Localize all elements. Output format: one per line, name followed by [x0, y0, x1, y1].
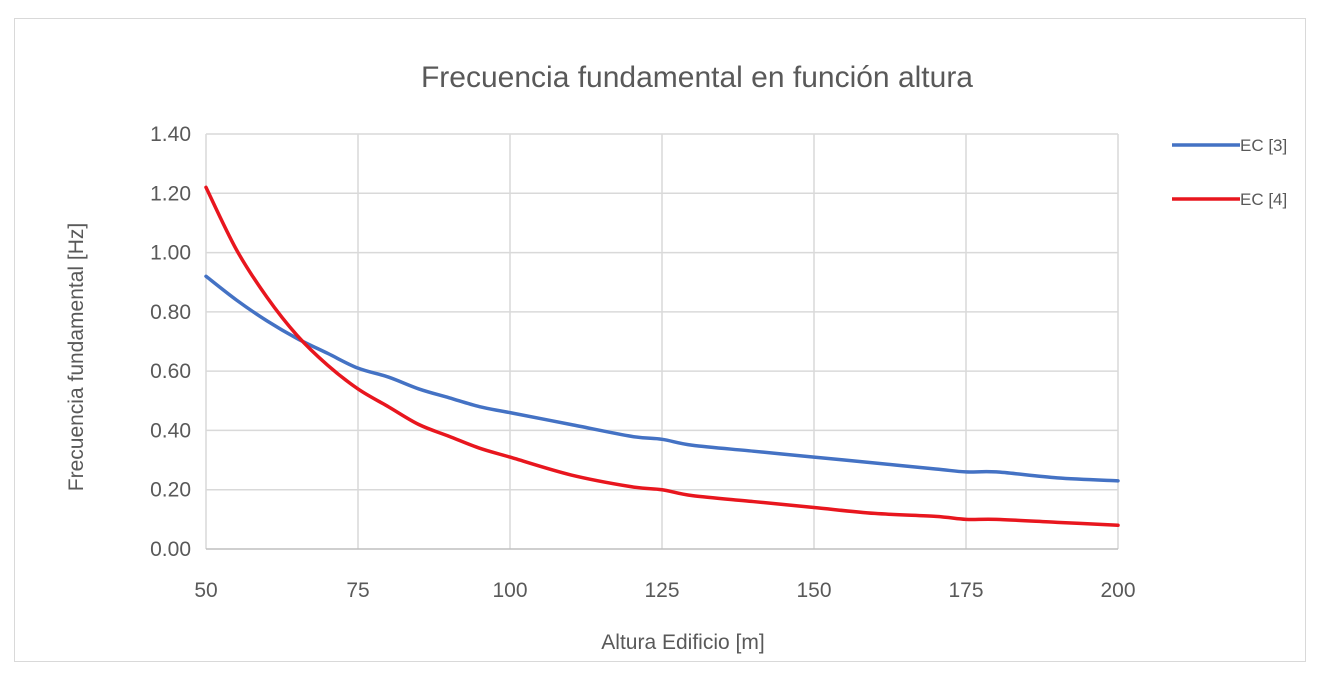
x-tick-label: 75	[346, 579, 369, 602]
y-tick-label: 1.40	[150, 123, 191, 146]
x-axis-title: Altura Edificio [m]	[601, 631, 764, 654]
x-tick-label: 150	[796, 579, 831, 602]
series-lines	[204, 185, 1120, 528]
legend-label-2: EC [4]	[1240, 190, 1287, 209]
chart-container: Frecuencia fundamental en función altura…	[14, 18, 1306, 662]
line-chart: Frecuencia fundamental en función altura…	[65, 61, 1287, 654]
x-tick-label: 200	[1100, 579, 1135, 602]
legend: EC [3] EC [4]	[1172, 136, 1287, 209]
y-tick-label: 0.60	[150, 360, 191, 383]
x-tick-label: 175	[948, 579, 983, 602]
x-tick-label: 125	[644, 579, 679, 602]
y-tick-label: 0.40	[150, 419, 191, 442]
y-axis-title: Frecuencia fundamental [Hz]	[65, 223, 88, 491]
legend-label-1: EC [3]	[1240, 136, 1287, 155]
x-tick-labels: 50 75 100 125 150 175 200	[194, 579, 1135, 602]
series-line-2	[204, 185, 1120, 528]
x-tick-label: 100	[492, 579, 527, 602]
x-tick-label: 50	[194, 579, 217, 602]
gridlines	[205, 133, 1119, 549]
y-tick-label: 1.20	[150, 182, 191, 205]
y-tick-label: 0.00	[150, 538, 191, 561]
series-line-1	[204, 274, 1120, 483]
y-tick-label: 0.80	[150, 301, 191, 324]
y-tick-label: 1.00	[150, 242, 191, 265]
y-tick-label: 0.20	[150, 479, 191, 502]
chart-title: Frecuencia fundamental en función altura	[421, 61, 973, 94]
y-tick-labels: 0.00 0.20 0.40 0.60 0.80 1.00 1.20 1.40	[150, 123, 191, 561]
